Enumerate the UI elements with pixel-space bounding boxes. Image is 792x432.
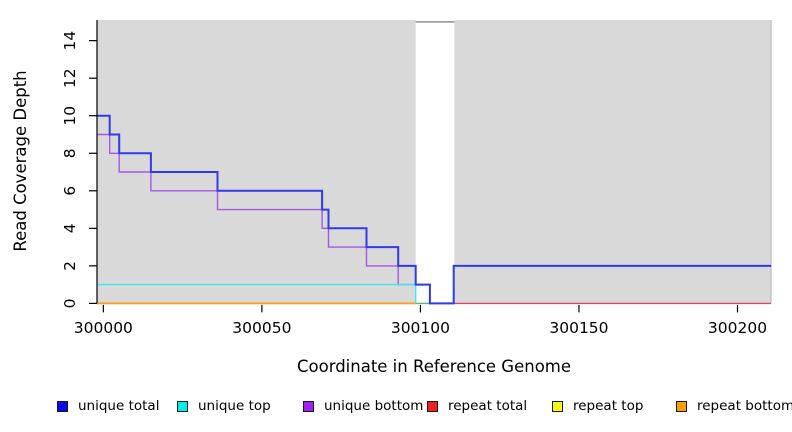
legend-item-unique-top: unique top xyxy=(177,398,271,414)
x-tick-label: 300000 xyxy=(74,319,133,337)
y-tick-label: 14 xyxy=(61,31,79,51)
y-axis-title: Read Coverage Depth xyxy=(11,70,30,252)
y-tick-label: 4 xyxy=(61,223,79,233)
legend-item-label: repeat total xyxy=(448,398,528,414)
legend-color-swatch-icon xyxy=(57,400,68,412)
y-tick-label: 0 xyxy=(61,298,79,308)
x-tick-label: 300050 xyxy=(232,319,291,337)
x-tick-label: 300200 xyxy=(708,319,767,337)
x-axis-title: Coordinate in Reference Genome xyxy=(296,357,572,376)
series-line-unique-bottom xyxy=(97,133,454,305)
legend-item-label: repeat top xyxy=(573,398,644,414)
legend-color-swatch-icon xyxy=(552,400,563,412)
legend-item-label: unique bottom xyxy=(324,398,424,414)
series-line-unique-total xyxy=(97,114,772,305)
legend-item-repeat-total: repeat total xyxy=(427,398,527,414)
legend-color-swatch-icon xyxy=(303,400,314,412)
y-tick-label: 10 xyxy=(61,106,79,126)
y-tick-label: 8 xyxy=(61,148,79,158)
legend-item-label: unique total xyxy=(78,398,160,414)
y-tick-label: 2 xyxy=(61,261,79,271)
legend-item-unique-bottom: unique bottom xyxy=(303,398,423,414)
legend-item-unique-total: unique total xyxy=(57,398,159,414)
legend-color-swatch-icon xyxy=(177,400,188,412)
legend-item-label: unique top xyxy=(198,398,271,414)
legend-item-label: repeat bottom xyxy=(697,398,792,414)
x-tick-label: 300150 xyxy=(549,319,608,337)
y-tick-label: 12 xyxy=(61,68,79,88)
legend-item-repeat-bottom: repeat bottom xyxy=(676,398,792,414)
legend-color-swatch-icon xyxy=(676,400,687,412)
x-tick-label: 300100 xyxy=(391,319,450,337)
legend: unique total unique top unique bottom repea… xyxy=(0,398,792,418)
legend-item-repeat-top: repeat top xyxy=(552,398,643,414)
y-tick-label: 6 xyxy=(61,186,79,196)
gap-band xyxy=(415,20,455,304)
legend-color-swatch-icon xyxy=(427,400,438,412)
